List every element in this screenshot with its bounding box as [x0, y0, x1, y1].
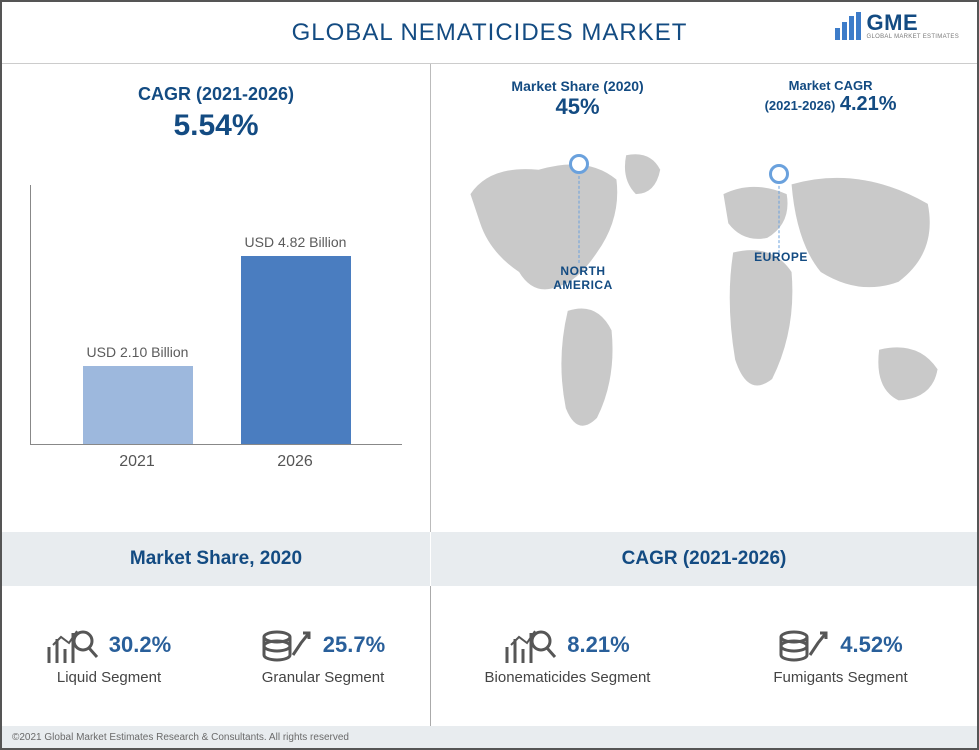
db-arrow-icon — [261, 625, 313, 665]
region-label-eu: EUROPE — [751, 250, 811, 264]
cagr-label: CAGR (2021-2026) — [30, 84, 402, 105]
infographic-frame: GLOBAL NEMATICIDES MARKET GME GLOBAL MAR… — [0, 0, 979, 750]
segments-cagr: 8.21% Bionematicides Segment 4.52% — [431, 586, 977, 726]
band-right-title: CAGR (2021-2026) — [431, 532, 977, 586]
segment-bionematicides: 8.21% Bionematicides Segment — [431, 586, 704, 726]
bar — [241, 256, 351, 444]
logo-bars-icon — [835, 12, 861, 40]
main-panels: CAGR (2021-2026) 5.54% USD 2.10 Billion … — [2, 64, 977, 532]
callout-label: Market Share (2020) — [511, 78, 643, 94]
callout-value: 45% — [511, 94, 643, 120]
segment-value: 25.7% — [323, 632, 385, 658]
logo-text: GME — [867, 12, 959, 34]
callout-value: 4.21% — [840, 93, 897, 115]
bar-2021: USD 2.10 Billion — [83, 344, 193, 444]
segment-granular: 25.7% Granular Segment — [216, 586, 430, 726]
segments-row: 30.2% Liquid Segment 25.7% — [2, 586, 977, 726]
map-callouts: Market Share (2020) 45% Market CAGR (202… — [451, 78, 957, 120]
bar-x-label: 2026 — [240, 453, 350, 471]
region-label-na: NORTH AMERICA — [543, 264, 623, 292]
bar-value-label: USD 2.10 Billion — [87, 344, 189, 360]
segment-fumigants: 4.52% Fumigants Segment — [704, 586, 977, 726]
bar-search-icon — [47, 625, 99, 665]
db-arrow-icon — [778, 625, 830, 665]
copyright-text: ©2021 Global Market Estimates Research &… — [12, 732, 349, 743]
callout-label: Market CAGR — [765, 78, 897, 93]
segment-liquid: 30.2% Liquid Segment — [2, 586, 216, 726]
cagr-value: 5.54% — [30, 109, 402, 143]
bar — [83, 366, 193, 444]
callout-sub: (2021-2026) — [765, 98, 836, 113]
page-title: GLOBAL NEMATICIDES MARKET — [292, 19, 688, 47]
segment-label: Bionematicides Segment — [485, 669, 651, 687]
bar-search-icon — [505, 625, 557, 665]
panel-bar-chart: CAGR (2021-2026) 5.54% USD 2.10 Billion … — [2, 64, 431, 532]
segment-label: Granular Segment — [262, 669, 385, 687]
logo: GME GLOBAL MARKET ESTIMATES — [835, 12, 959, 40]
segment-label: Liquid Segment — [57, 669, 161, 687]
segment-value: 8.21% — [567, 632, 629, 658]
segment-value: 4.52% — [840, 632, 902, 658]
band-left-title: Market Share, 2020 — [2, 532, 431, 586]
map-pin-north-america — [569, 154, 589, 174]
bar-value-label: USD 4.82 Billion — [245, 234, 347, 250]
logo-text-wrap: GME GLOBAL MARKET ESTIMATES — [867, 12, 959, 40]
callout-europe: Market CAGR (2021-2026) 4.21% — [765, 78, 897, 120]
panel-map: Market Share (2020) 45% Market CAGR (202… — [431, 64, 977, 532]
bar-chart: USD 2.10 Billion USD 4.82 Billion — [30, 185, 402, 445]
header: GLOBAL NEMATICIDES MARKET GME GLOBAL MAR… — [2, 2, 977, 64]
logo-subtext: GLOBAL MARKET ESTIMATES — [867, 34, 959, 40]
segment-value: 30.2% — [109, 632, 171, 658]
bar-x-labels: 2021 2026 — [30, 453, 402, 471]
segment-label: Fumigants Segment — [773, 669, 907, 687]
segments-market-share: 30.2% Liquid Segment 25.7% — [2, 586, 431, 726]
section-band: Market Share, 2020 CAGR (2021-2026) — [2, 532, 977, 586]
map-pin-europe — [769, 164, 789, 184]
bar-x-label: 2021 — [82, 453, 192, 471]
world-map-svg — [451, 126, 957, 457]
footer: ©2021 Global Market Estimates Research &… — [2, 726, 977, 748]
world-map: NORTH AMERICA EUROPE — [451, 126, 957, 466]
bar-2026: USD 4.82 Billion — [241, 234, 351, 444]
callout-north-america: Market Share (2020) 45% — [511, 78, 643, 120]
